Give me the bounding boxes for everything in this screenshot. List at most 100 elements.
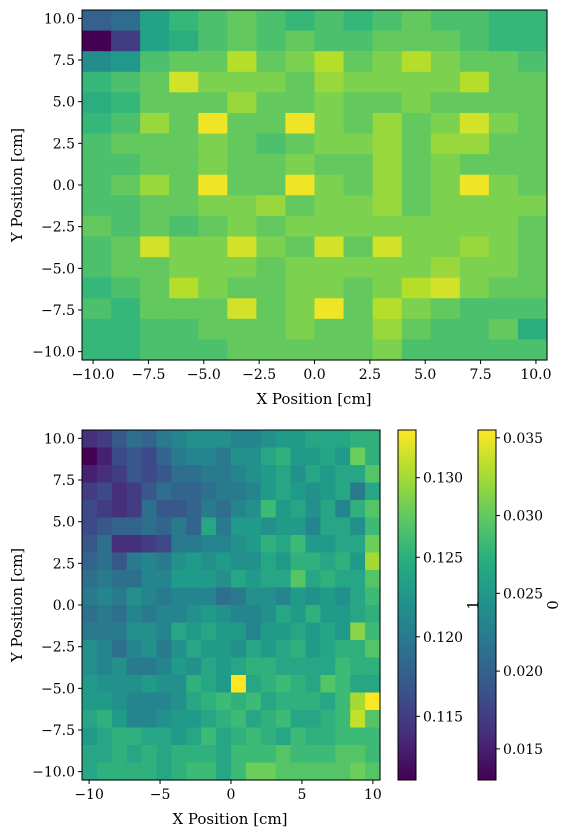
bottom-cell — [231, 745, 247, 764]
bottom-cell — [201, 710, 217, 729]
bottom-cell — [290, 710, 307, 729]
bottom-cell — [290, 552, 307, 571]
bottom-cell — [216, 727, 232, 746]
bottom-cell — [290, 447, 307, 466]
bottom-cell — [335, 640, 351, 659]
bottom-cell — [186, 640, 202, 659]
bottom-cell — [111, 745, 128, 764]
top-cell — [488, 10, 519, 32]
top-cell — [285, 318, 316, 341]
bottom-cell — [231, 692, 247, 711]
top-cell — [256, 174, 287, 196]
bottom-cell — [141, 517, 158, 536]
bottom-cell — [365, 745, 381, 764]
top-cell — [82, 133, 112, 155]
top-cell — [140, 92, 170, 114]
top-cell — [227, 195, 257, 217]
bottom-cell — [231, 727, 247, 746]
top-cell — [459, 112, 490, 135]
bottom-cell — [335, 692, 351, 711]
bottom-cell — [171, 745, 187, 764]
bottom-cell — [171, 657, 187, 676]
top-cell — [256, 236, 287, 258]
bottom-cell — [186, 552, 202, 571]
bottom-x-tick-label: −5 — [150, 787, 171, 803]
top-cell — [82, 318, 112, 341]
bottom-cell — [231, 622, 247, 641]
bottom-cell — [111, 517, 128, 536]
top-cell — [488, 30, 519, 52]
bottom-cell — [290, 605, 307, 624]
bottom-cell — [201, 605, 217, 624]
top-x-tick-label: 2.5 — [359, 367, 381, 383]
bottom-cell — [186, 482, 202, 501]
bottom-cell — [82, 552, 98, 571]
bottom-cell — [231, 465, 247, 484]
top-cell — [169, 215, 199, 238]
top-cell — [285, 277, 316, 299]
bottom-cell — [290, 745, 307, 764]
bottom-cell — [245, 482, 262, 501]
top-cell — [372, 215, 403, 238]
bottom-cell — [350, 430, 366, 449]
bottom-cell — [186, 447, 202, 466]
top-cell — [198, 92, 228, 114]
bottom-cell — [82, 517, 98, 536]
top-x-tick-label: 0.0 — [303, 367, 325, 383]
top-cell — [198, 133, 228, 155]
bottom-cell — [320, 762, 336, 781]
bottom-y-ticks: 10.0 7.5 5.0 2.5 0.0 −2.5 −5.0 −7.5 −10.0 — [32, 431, 82, 781]
top-cell — [111, 10, 141, 32]
bottom-cell — [111, 640, 128, 659]
bottom-cell — [335, 430, 351, 449]
colorbar-0-ticks: 0.015 0.020 0.025 0.030 0.035 — [496, 431, 543, 758]
bottom-y-tick-label: −5.0 — [41, 681, 75, 697]
bottom-cell — [320, 605, 336, 624]
bottom-cell — [96, 552, 113, 571]
bottom-cell — [171, 517, 187, 536]
colorbar-1-tick-label: 0.115 — [423, 709, 463, 725]
bottom-cell — [171, 535, 187, 554]
top-cell — [111, 195, 141, 217]
bottom-cell — [275, 535, 292, 554]
top-cell — [256, 112, 287, 135]
bottom-cell — [156, 745, 172, 764]
bottom-cell — [290, 727, 307, 746]
top-cell — [198, 112, 228, 135]
bottom-cell — [275, 465, 292, 484]
bottom-cell — [111, 570, 128, 589]
bottom-cell — [305, 482, 321, 501]
bottom-cell — [171, 692, 187, 711]
top-cell — [314, 133, 345, 155]
bottom-cell — [216, 465, 232, 484]
bottom-heatmap-panel: −10 −5 0 5 10 10.0 7.5 5.0 2.5 0.0 −2.5 −5.0 −7.5 −1… — [8, 429, 382, 828]
top-y-tick-label: −2.5 — [41, 220, 75, 236]
bottom-cell — [335, 587, 351, 606]
bottom-cell — [305, 710, 321, 729]
bottom-cell — [335, 727, 351, 746]
top-heatmap-panel: −10.0 −7.5 −5.0 −2.5 0.0 2.5 5.0 7.5 10.0 10.0 7.… — [8, 9, 552, 408]
top-cell — [372, 339, 403, 361]
top-cell — [459, 318, 490, 341]
top-cell — [488, 51, 519, 73]
bottom-cell — [320, 587, 336, 606]
bottom-cell — [335, 710, 351, 729]
bottom-cell — [201, 430, 217, 449]
bottom-cell — [275, 640, 292, 659]
bottom-cell — [365, 552, 381, 571]
top-cell — [314, 51, 345, 73]
bottom-cell — [201, 640, 217, 659]
bottom-cell — [82, 605, 98, 624]
top-cell — [372, 236, 403, 258]
bottom-cell — [216, 447, 232, 466]
bottom-cell — [350, 465, 366, 484]
top-cell — [401, 112, 432, 135]
bottom-cell — [335, 622, 351, 641]
bottom-cell — [365, 587, 381, 606]
top-cell — [169, 10, 199, 32]
top-cell — [430, 277, 461, 299]
top-cell — [140, 215, 170, 238]
bottom-cell — [141, 622, 158, 641]
top-cell — [430, 215, 461, 238]
top-y-tick-label: 0.0 — [53, 178, 75, 194]
